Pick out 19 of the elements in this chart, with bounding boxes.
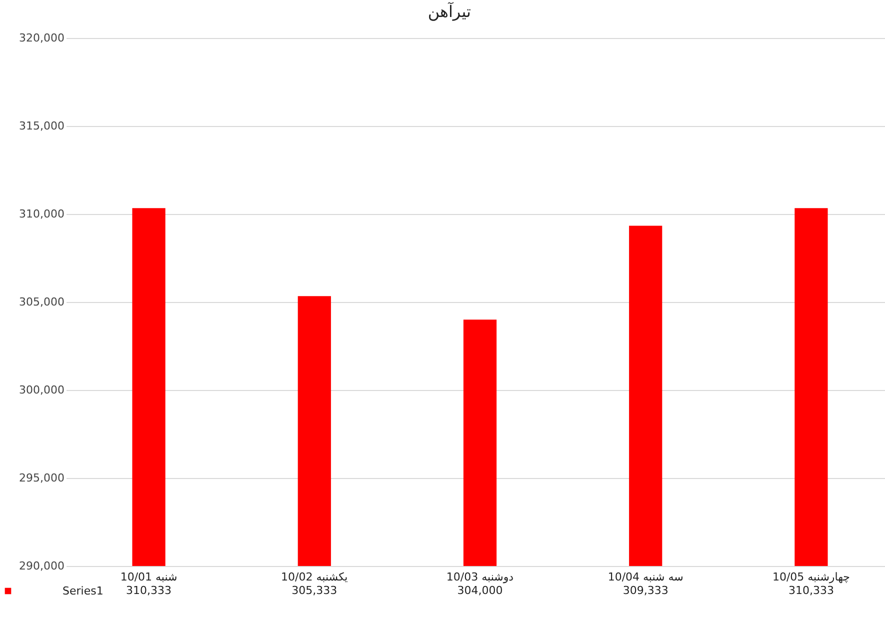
data-label: 304,000 (457, 584, 503, 597)
y-tick-label: 290,000 (19, 560, 64, 572)
y-tick-label: 295,000 (19, 472, 64, 484)
text: Series1 (62, 584, 104, 598)
y-tick-label: 310,000 (19, 208, 64, 220)
data-label: 309,333 (622, 584, 668, 597)
data-label: 310,333 (788, 584, 834, 597)
x-tick-label: 10/04 سه شنبه (608, 570, 684, 584)
y-tick-label: 300,000 (19, 384, 64, 396)
y-tick-label: 315,000 (19, 120, 64, 132)
x-tick-label: 10/03 دوشنبه (446, 570, 514, 584)
x-tick-label: 10/02 یکشنبه (281, 570, 348, 584)
y-tick-label: 320,000 (19, 32, 64, 44)
chart-title: تیرآهن (428, 1, 472, 21)
data-label: 305,333 (292, 584, 338, 597)
x-tick-label: 10/05 چهارشنبه (772, 570, 850, 584)
x-tick-label: 10/01 شنبه (120, 570, 178, 584)
y-tick-label: 305,000 (19, 296, 64, 308)
data-label: 310,333 (126, 584, 172, 597)
